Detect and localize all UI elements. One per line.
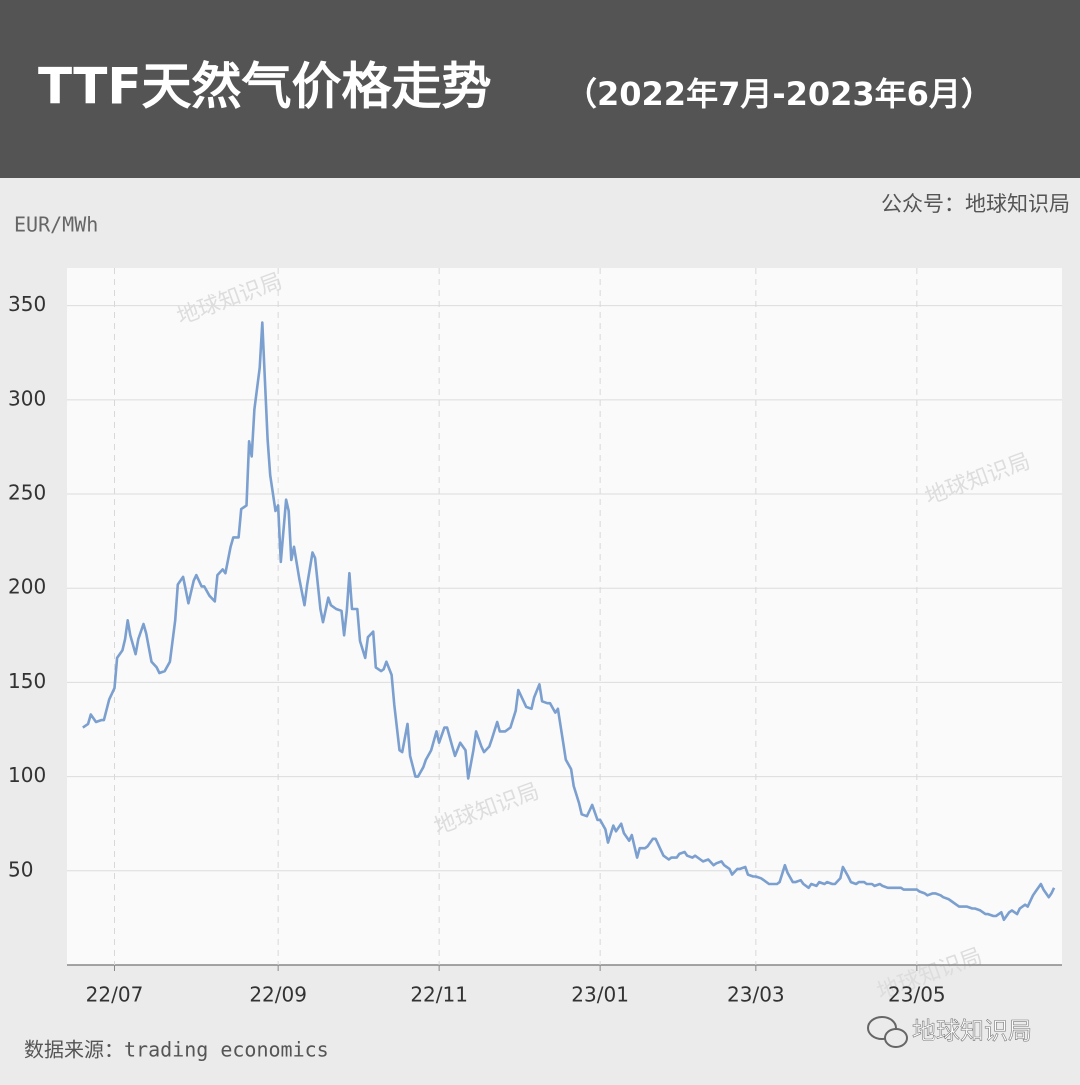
- y-axis-label: EUR/MWh: [14, 213, 98, 237]
- y-tick-label: 300: [8, 386, 46, 410]
- x-tick-label: 23/05: [888, 983, 946, 1007]
- y-tick-label: 350: [8, 292, 46, 316]
- x-tick-label: 22/09: [249, 983, 307, 1007]
- source-note: 数据来源：trading economics: [24, 1038, 329, 1062]
- chart-title: TTF天然气价格走势: [38, 58, 492, 116]
- chart-subtitle: （2022年7月-2023年6月）: [565, 75, 993, 113]
- brand-logo: [867, 1016, 908, 1048]
- x-tick-label: 22/11: [410, 983, 468, 1007]
- source-account: 公众号：地球知识局: [881, 192, 1070, 216]
- y-tick-label: 200: [8, 575, 46, 599]
- y-tick-label: 100: [8, 763, 46, 787]
- header-bg: [0, 0, 1080, 178]
- y-tick-label: 150: [8, 669, 46, 693]
- logo-icon: [884, 1028, 908, 1048]
- x-tick-label: 22/07: [86, 983, 144, 1007]
- y-tick-label: 50: [8, 857, 33, 881]
- plot-bg: [67, 268, 1062, 965]
- x-tick-label: 23/03: [727, 983, 785, 1007]
- y-tick-label: 250: [8, 481, 46, 505]
- plot: 50 100 150 200 250 300 350 22/07 22/09 22/11 23/01…: [8, 268, 1062, 1007]
- x-tick-label: 23/01: [571, 983, 629, 1007]
- price-line: [82, 321, 1056, 922]
- brand: 地球知识局: [912, 1017, 1032, 1045]
